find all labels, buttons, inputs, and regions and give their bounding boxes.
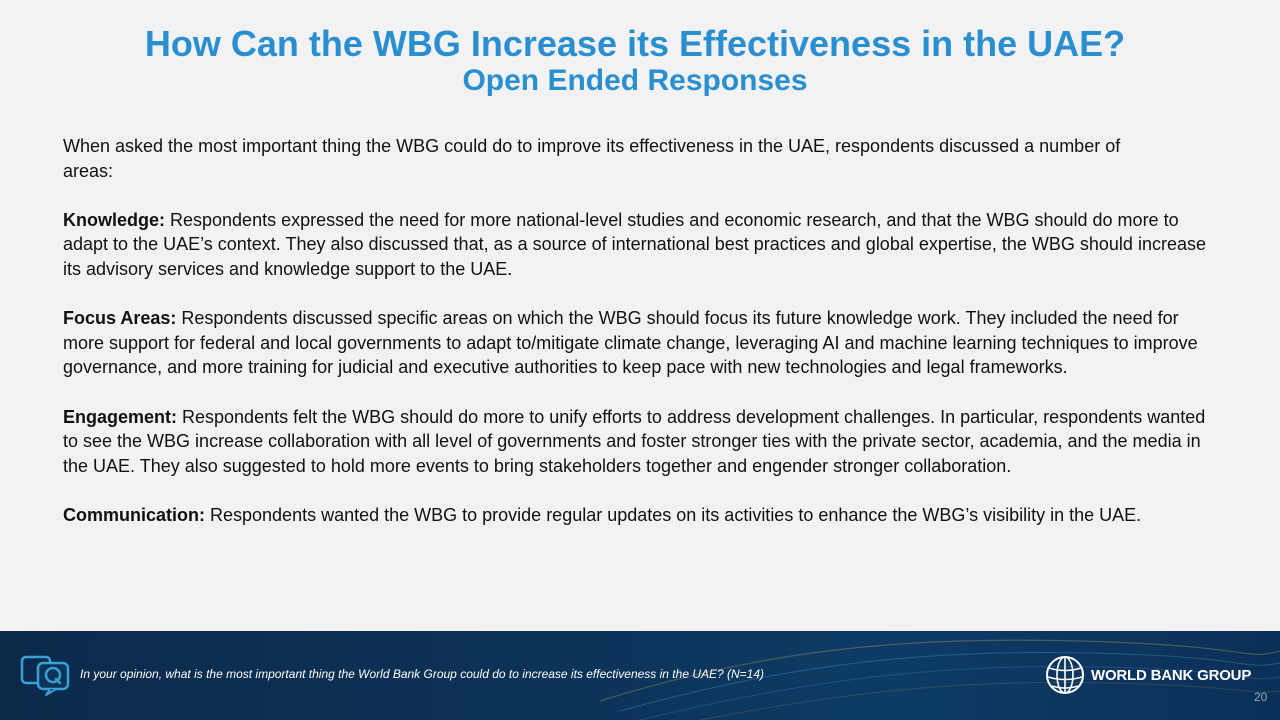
footer-band: In your opinion, what is the most import… <box>0 631 1280 720</box>
section-heading: Focus Areas: <box>63 308 177 329</box>
question-chat-icon <box>20 655 70 696</box>
section-heading: Communication: <box>63 504 205 525</box>
section-text: Respondents wanted the WBG to provide re… <box>205 504 1142 525</box>
survey-question-footnote: In your opinion, what is the most import… <box>80 667 765 681</box>
page-subtitle: Open Ended Responses <box>462 64 808 97</box>
page-title: How Can the WBG Increase its Effectivene… <box>144 23 1126 64</box>
section-heading: Engagement: <box>63 406 178 427</box>
section-engagement: Engagement: Respondents felt the WBG sho… <box>63 405 1213 479</box>
section-knowledge: Knowledge: Respondents expressed the nee… <box>63 208 1213 282</box>
section-text: Respondents discussed specific areas on … <box>63 308 1198 378</box>
intro-paragraph: When asked the most important thing the … <box>63 136 1121 181</box>
page-number: 20 <box>1254 690 1268 704</box>
footer-wave-decoration <box>599 639 1280 720</box>
slide-body: When asked the most important thing the … <box>63 134 1213 552</box>
section-focus-areas: Focus Areas: Respondents discussed speci… <box>63 306 1213 380</box>
section-heading: Knowledge: <box>63 209 165 230</box>
org-name: WORLD BANK GROUP <box>1091 667 1252 684</box>
section-communication: Communication: Respondents wanted the WB… <box>63 503 1213 528</box>
world-bank-globe-icon <box>1046 656 1084 694</box>
section-text: Respondents expressed the need for more … <box>63 209 1206 279</box>
section-text: Respondents felt the WBG should do more … <box>63 406 1206 476</box>
